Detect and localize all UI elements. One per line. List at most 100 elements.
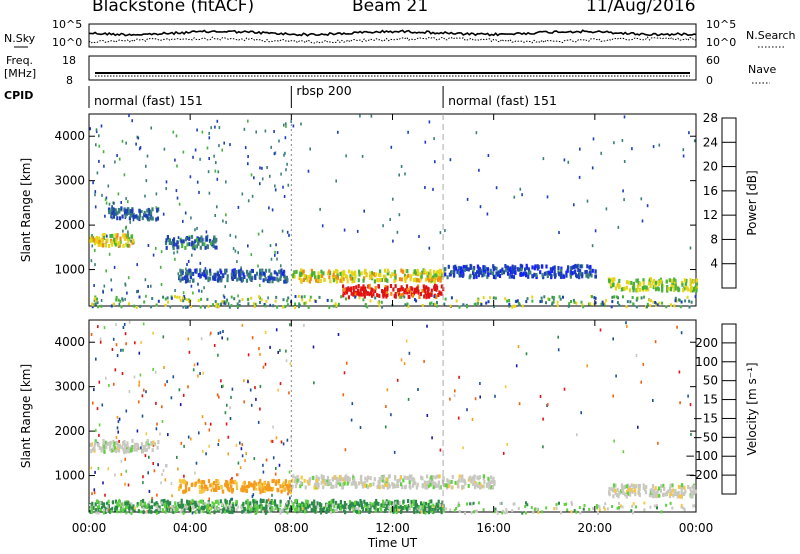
- power-echo-cell: [455, 266, 458, 271]
- power-speckle: [274, 250, 276, 254]
- power-echo-cell: [189, 275, 193, 280]
- power-echo-cell: [614, 286, 617, 291]
- power-speckle: [247, 155, 249, 158]
- power-base-echo: [220, 302, 223, 306]
- power-base-echo: [650, 299, 652, 303]
- velocity-echo-cell: [677, 493, 680, 498]
- velocity-echo-cell: [150, 441, 153, 446]
- velocity-echo-cell: [339, 482, 342, 487]
- velocity-speckle: [576, 433, 578, 437]
- power-echo-cell: [560, 271, 563, 276]
- power-speckle: [137, 136, 140, 140]
- power-speckle: [95, 143, 97, 147]
- velocity-speckle: [116, 415, 119, 419]
- power-echo-cell: [249, 270, 252, 275]
- power-speckle: [175, 189, 178, 193]
- velocity-echo-cell: [331, 476, 334, 481]
- velocity-base-echo: [155, 505, 158, 509]
- power-speckle: [144, 278, 147, 282]
- power-base-echo: [635, 298, 638, 302]
- power-echo-cell: [401, 269, 404, 274]
- velocity-speckle: [141, 414, 144, 418]
- velocity-echo-cell: [681, 485, 684, 490]
- velocity-echo-cell: [442, 508, 445, 513]
- power-base-echo: [636, 296, 639, 300]
- power-speckle: [389, 218, 391, 221]
- power-speckle: [519, 187, 522, 191]
- power-base-echo: [675, 299, 678, 303]
- power-ytick-label: 2000: [54, 218, 85, 232]
- power-base-echo: [508, 304, 511, 308]
- power-echo-cell: [242, 272, 245, 277]
- power-speckle: [124, 226, 127, 230]
- power-base-echo: [593, 296, 596, 300]
- velocity-base-echo: [178, 504, 180, 508]
- velocity-echo-cell: [330, 482, 333, 486]
- velocity-speckle: [201, 415, 204, 419]
- velocity-echo-cell: [271, 479, 274, 484]
- velocity-speckle: [187, 337, 190, 341]
- velocity-echo-cell: [353, 477, 356, 482]
- velocity-echo-cell: [366, 478, 369, 483]
- power-speckle: [390, 145, 393, 149]
- power-echo-cell: [164, 241, 168, 246]
- power-echo-cell: [213, 235, 216, 240]
- velocity-echo-cell: [634, 488, 637, 493]
- power-echo-cell: [557, 266, 560, 270]
- power-echo-cell: [569, 270, 573, 275]
- power-echo-cell: [358, 269, 361, 274]
- velocity-echo-cell: [645, 484, 648, 489]
- power-speckle: [189, 175, 192, 179]
- power-echo-cell: [652, 285, 655, 290]
- power-echo-cell: [439, 278, 442, 283]
- power-speckle: [218, 144, 220, 148]
- power-speckle: [623, 160, 626, 163]
- velocity-echo-cell: [168, 501, 171, 506]
- power-base-echo: [646, 302, 649, 306]
- velocity-echo-cell: [435, 484, 438, 489]
- velocity-echo-cell: [412, 481, 415, 486]
- power-speckle: [592, 137, 595, 141]
- power-speckle: [105, 269, 107, 273]
- velocity-base-echo: [571, 502, 574, 506]
- velocity-echo-cell: [391, 482, 394, 487]
- velocity-speckle: [277, 388, 279, 392]
- power-base-echo: [480, 302, 483, 306]
- power-echo-cell: [283, 279, 286, 284]
- velocity-base-echo: [326, 503, 328, 507]
- velocity-speckle: [183, 474, 185, 478]
- velocity-echo-cell: [490, 480, 493, 485]
- power-echo-cell: [251, 275, 254, 280]
- power-base-echo: [435, 304, 438, 308]
- freq-tick-top: 18: [62, 54, 76, 67]
- velocity-speckle: [259, 385, 262, 388]
- velocity-echo-cell: [427, 484, 430, 489]
- power-base-echo: [567, 304, 570, 308]
- velocity-speckle: [313, 381, 315, 385]
- velocity-echo-cell: [286, 486, 289, 491]
- power-base-echo: [611, 300, 614, 304]
- velocity-echo-cell: [293, 508, 296, 513]
- power-speckle: [182, 291, 185, 295]
- velocity-echo-cell: [100, 501, 103, 506]
- velocity-echo-cell: [215, 505, 218, 510]
- power-speckle: [177, 272, 180, 276]
- power-echo-cell: [89, 237, 92, 242]
- station-title: Blackstone (fitACF): [92, 0, 255, 16]
- power-speckle: [424, 186, 426, 189]
- velocity-echo-cell: [432, 485, 435, 490]
- velocity-speckle: [96, 407, 99, 411]
- velocity-echo-cell: [461, 485, 464, 490]
- power-echo-cell: [637, 280, 640, 285]
- power-echo-cell: [127, 209, 130, 214]
- power-base-echo: [238, 303, 241, 307]
- power-speckle: [513, 195, 516, 199]
- velocity-echo-cell: [265, 501, 268, 506]
- velocity-echo-cell: [410, 474, 413, 479]
- velocity-echo-cell: [267, 481, 270, 486]
- power-echo-cell: [401, 287, 404, 292]
- velocity-echo-cell: [143, 444, 146, 449]
- velocity-echo-cell: [383, 474, 386, 479]
- velocity-speckle: [142, 475, 144, 479]
- power-speckle: [579, 147, 581, 151]
